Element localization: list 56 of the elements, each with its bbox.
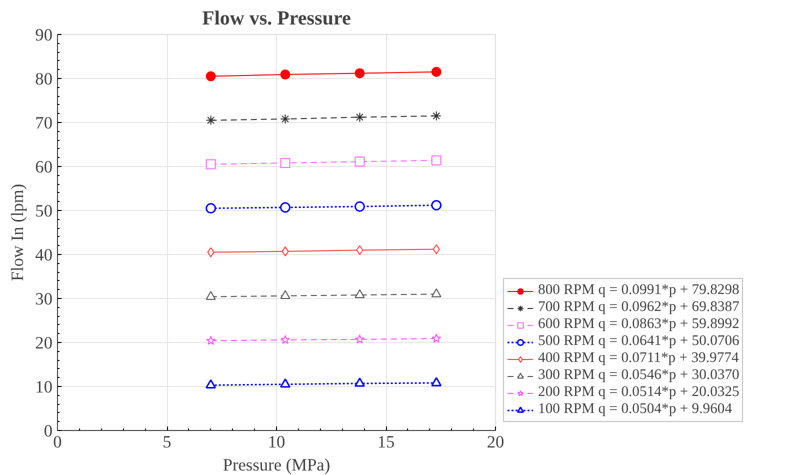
point bbox=[206, 71, 216, 82]
point bbox=[354, 201, 365, 212]
point bbox=[354, 68, 365, 78]
point bbox=[354, 377, 365, 387]
legend-label: 300 RPM q = 0.0546*p + 30.0370 bbox=[538, 367, 740, 384]
y-tick-label: 50 bbox=[35, 202, 52, 220]
y-tick-label: 80 bbox=[35, 70, 52, 88]
legend-label: 700 RPM q = 0.0962*p + 69.8387 bbox=[538, 299, 740, 316]
point bbox=[206, 159, 216, 170]
point bbox=[280, 158, 290, 168]
y-axis-title: Flow In (lpm) bbox=[8, 184, 28, 282]
legend-label: 800 RPM q = 0.0991*p + 79.8298 bbox=[538, 282, 740, 299]
point bbox=[280, 202, 291, 213]
point bbox=[431, 66, 442, 77]
point bbox=[280, 378, 291, 388]
point bbox=[431, 377, 442, 386]
x-axis-title: Pressure (MPa) bbox=[222, 456, 330, 474]
y-tick-label: 90 bbox=[35, 26, 52, 44]
point bbox=[280, 114, 290, 124]
point bbox=[432, 334, 442, 343]
point bbox=[432, 244, 440, 254]
point bbox=[280, 290, 290, 299]
point bbox=[354, 156, 365, 167]
point bbox=[282, 246, 289, 256]
x-tick-label: 20 bbox=[486, 432, 504, 452]
point bbox=[280, 334, 290, 344]
x-tick-label: 10 bbox=[268, 432, 286, 452]
point bbox=[431, 200, 442, 210]
point bbox=[431, 288, 442, 298]
y-tick-label: 70 bbox=[35, 114, 52, 132]
point bbox=[206, 379, 216, 389]
y-tick-label: 60 bbox=[35, 158, 52, 176]
chart-title: Flow vs. Pressure bbox=[202, 8, 351, 30]
x-tick-label: 15 bbox=[377, 432, 395, 452]
point bbox=[280, 70, 290, 80]
point bbox=[206, 336, 216, 345]
point bbox=[206, 203, 216, 214]
legend-label: 400 RPM q = 0.0711*p + 39.9774 bbox=[538, 350, 739, 367]
point bbox=[354, 112, 365, 122]
point bbox=[354, 289, 365, 298]
legend-label: 100 RPM q = 0.0504*p + 9.9604 bbox=[538, 401, 732, 418]
y-tick-label: 30 bbox=[35, 290, 52, 308]
legend-label: 500 RPM q = 0.0641*p + 50.0706 bbox=[538, 333, 740, 350]
legend-label: 200 RPM q = 0.0514*p + 20.0325 bbox=[538, 384, 740, 401]
point bbox=[356, 245, 364, 256]
point bbox=[207, 247, 214, 258]
x-tick-label: 5 bbox=[162, 432, 172, 452]
legend-label: 600 RPM q = 0.0863*p + 59.8992 bbox=[538, 316, 740, 333]
point bbox=[431, 110, 442, 121]
y-tick-label: 20 bbox=[35, 334, 52, 352]
y-tick-label: 10 bbox=[35, 378, 52, 396]
point bbox=[354, 334, 364, 344]
y-tick-label: 40 bbox=[35, 246, 52, 264]
point bbox=[206, 115, 216, 126]
point bbox=[206, 291, 216, 300]
point bbox=[431, 155, 442, 166]
